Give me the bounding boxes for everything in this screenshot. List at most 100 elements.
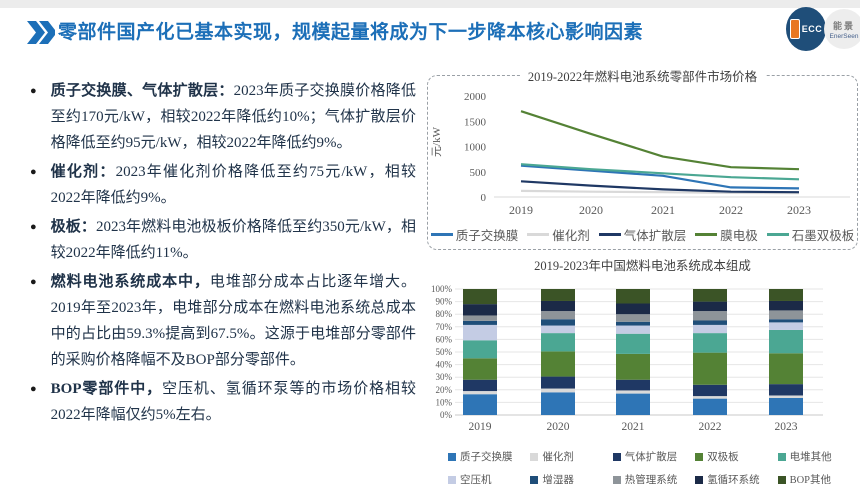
legend-item: 增湿器 <box>530 472 608 484</box>
y-tick-label: 60% <box>436 334 453 344</box>
legend-label: 质子交换膜 <box>460 452 513 463</box>
bar-segment-2 <box>769 384 803 396</box>
bullet-body: 空压机、氢循环泵等的市场价格相较2022年降幅仅约5%左右。 <box>50 381 416 423</box>
y-tick-label: 1500 <box>464 116 487 128</box>
y-tick-label: 10% <box>436 397 453 407</box>
bar-segment-0 <box>616 393 650 415</box>
legend-label: 热管理系统 <box>624 475 678 484</box>
x-tick-label: 2023 <box>775 421 798 433</box>
line-chart-title: 2019-2022年燃料电池系统零部件市场价格 <box>519 66 766 85</box>
bar-segment-0 <box>769 397 803 415</box>
bar-segment-1 <box>693 396 727 399</box>
bar-chart-legend: 质子交换膜 催化剂 气体扩散层 双极板 电堆其他 空压机 增湿器 热管理系统 氢循环系统 BOP其… <box>448 449 856 484</box>
enerseen-logo-cn: 能景 <box>832 20 855 31</box>
bar-segment-3 <box>769 353 803 385</box>
legend-item: 电堆其他 <box>777 449 856 464</box>
legend-item: 催化剂 <box>530 449 608 464</box>
y-tick-label: 500 <box>470 167 487 179</box>
y-tick-label: 50% <box>436 347 453 357</box>
legend-item: 膜电极 <box>695 225 758 244</box>
bullet-text: 催化剂：2023年催化剂价格降低至约75元/kW，相较2022年降低约9%。 <box>51 159 416 211</box>
bar-segment-7 <box>541 311 575 320</box>
legend-label: 空压机 <box>460 475 492 484</box>
bullet-lead: 质子交换膜、气体扩散层： <box>50 83 234 99</box>
legend-label: BOP其他 <box>789 475 832 484</box>
bar-segment-5 <box>616 325 650 334</box>
bar-segment-3 <box>616 353 650 380</box>
bullet-marker: ● <box>30 383 37 395</box>
y-tick-label: 20% <box>436 385 453 395</box>
bullet-body: 电堆部分成本占比逐年增大。2019年至2023年，电堆部分成本在燃料电池系统总成… <box>50 274 416 368</box>
legend-line-swatch <box>598 233 621 236</box>
bar-segment-9 <box>541 289 575 301</box>
line-chart-legend: 质子交换膜 催化剂 气体扩散层 膜电极 石墨双极板 <box>428 225 857 244</box>
legend-label: 气体扩散层 <box>623 229 687 243</box>
y-tick-label: 100% <box>431 284 453 294</box>
y-tick-label: 70% <box>436 322 453 332</box>
bullet-lead: 极板： <box>50 219 96 235</box>
bar-segment-3 <box>541 351 575 377</box>
bullet-body: 2023年质子交换膜价格降低至约170元/kW，相较2022年降低约10%；气体… <box>50 83 416 151</box>
bar-segment-5 <box>693 324 727 334</box>
bar-segment-2 <box>693 384 727 397</box>
bar-segment-7 <box>616 314 650 322</box>
bullet-item: ● 质子交换膜、气体扩散层：2023年质子交换膜价格降低至约170元/kW，相较2… <box>20 78 416 156</box>
bar-segment-9 <box>616 289 650 304</box>
bar-segment-6 <box>541 319 575 326</box>
bullet-body: 2023年燃料电池极板价格降低至约350元/kW，相较2022年降低约11%。 <box>50 219 416 261</box>
bar-chart-svg: 0% 10% 20% 30% 40% 50% 60% 70% 80% 90% 100% 2019 202… <box>431 284 823 433</box>
bar-segment-1 <box>616 390 650 394</box>
x-tick-label: 2021 <box>651 203 675 217</box>
legend-item: 空压机 <box>448 472 526 484</box>
line-series-1 <box>520 189 800 195</box>
bullet-item: ● 催化剂：2023年催化剂价格降低至约75元/kW，相较2022年降低约9%。 <box>20 159 416 211</box>
bar-segment-8 <box>616 303 650 315</box>
legend-item: 质子交换膜 <box>448 449 526 464</box>
legend-label: 石墨双极板 <box>791 229 855 243</box>
page-title: 零部件国产化已基本实现，规模起量将成为下一步降本核心影响因素 <box>58 22 644 43</box>
legend-item: 气体扩散层 <box>598 225 687 244</box>
top-edge-strip <box>0 0 860 8</box>
legend-item: 热管理系统 <box>612 472 691 484</box>
bullet-text: 极板：2023年燃料电池极板价格降低至约350元/kW，相较2022年降低约11… <box>51 214 416 266</box>
legend-label: 质子交换膜 <box>455 229 519 243</box>
legend-label: 催化剂 <box>542 452 574 463</box>
legend-color-chip <box>695 475 704 484</box>
bar-segment-1 <box>541 388 575 393</box>
ecc-logo: ECC <box>786 7 826 51</box>
bar-segment-0 <box>541 392 575 415</box>
legend-color-chip <box>448 475 456 484</box>
legend-color-chip <box>530 475 539 484</box>
legend-item: 石墨双极板 <box>766 225 855 244</box>
bullet-marker: ● <box>30 166 37 178</box>
bar-segment-6 <box>616 321 650 326</box>
legend-item: BOP其他 <box>777 472 856 484</box>
y-tick-label: 0% <box>440 410 453 420</box>
bar-segment-9 <box>693 289 727 302</box>
x-tick-label: 2021 <box>622 421 645 433</box>
legend-color-chip <box>695 452 704 461</box>
legend-color-chip <box>530 452 539 461</box>
legend-color-chip <box>777 475 786 484</box>
legend-label: 电堆其他 <box>789 452 832 463</box>
bar-segment-2 <box>463 379 497 392</box>
bullet-text: BOP零部件中，空压机、氢循环泵等的市场价格相较2022年降幅仅约5%左右。 <box>51 376 416 428</box>
bar-segment-0 <box>463 394 497 415</box>
bar-segment-5 <box>463 324 497 341</box>
bullet-text: 质子交换膜、气体扩散层：2023年质子交换膜价格降低至约170元/kW，相较20… <box>51 78 416 156</box>
bar-segment-8 <box>769 300 803 311</box>
line-series-0 <box>520 164 800 190</box>
y-tick-label: 0 <box>481 192 487 204</box>
bar-segment-9 <box>463 289 497 305</box>
bar-segment-7 <box>769 310 803 320</box>
bar-segment-4 <box>693 333 727 353</box>
bar-segment-2 <box>616 379 650 391</box>
bullet-lead: 催化剂： <box>50 164 116 180</box>
legend-line-swatch <box>527 233 550 236</box>
bar-segment-5 <box>769 322 803 330</box>
legend-line-swatch <box>766 233 789 236</box>
bar-segment-7 <box>693 311 727 321</box>
bar-segment-6 <box>463 320 497 325</box>
ecc-logo-mark <box>789 19 800 39</box>
y-tick-label: 2000 <box>464 91 487 103</box>
